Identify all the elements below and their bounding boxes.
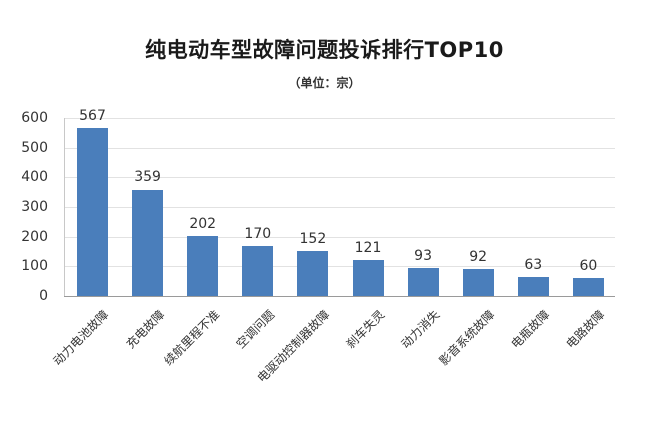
bar: [407, 268, 439, 296]
bar-value-label: 60: [579, 258, 598, 275]
plot-area: [64, 118, 615, 297]
bar: [297, 250, 329, 296]
x-category-label: 电路故障: [563, 307, 608, 352]
bar: [187, 236, 219, 296]
x-category-label: 充电故障: [123, 307, 167, 352]
y-tick-600: 600: [21, 110, 48, 126]
bar-value-label: 359: [134, 169, 161, 186]
bar-value-label: 567: [79, 107, 106, 124]
x-axis-line: [64, 296, 615, 297]
bar: [242, 245, 274, 296]
bar: [462, 268, 494, 296]
gridline-100: [64, 266, 615, 267]
bar-value-label: 121: [354, 240, 382, 257]
y-tick-300: 300: [21, 199, 48, 215]
bar-value-label: 202: [189, 216, 217, 233]
y-axis-line: [64, 118, 65, 296]
bar-value-label: 152: [299, 230, 327, 247]
gridline-600: [64, 118, 615, 119]
bar-value-label: 63: [524, 257, 543, 274]
y-tick-0: 0: [39, 288, 48, 304]
chart-title: 纯电动车型故障问题投诉排行TOP10: [145, 38, 504, 62]
x-category-label: 影音系统故障: [436, 307, 498, 369]
y-tick-400: 400: [21, 169, 48, 185]
y-tick-500: 500: [21, 140, 48, 156]
bar: [517, 277, 549, 296]
y-tick-100: 100: [21, 258, 48, 274]
gridline-200: [64, 237, 615, 238]
gridline-500: [64, 148, 615, 149]
bar-value-label: 93: [414, 248, 432, 265]
bar: [352, 260, 384, 296]
x-category-label: 动力消失: [398, 307, 443, 352]
gridline-300: [64, 207, 615, 208]
x-category-label: 续航里程不准: [161, 307, 223, 369]
x-category-label: 刹车失灵: [343, 307, 388, 352]
bar: [572, 278, 604, 296]
bar-value-label: 170: [244, 225, 272, 242]
chart-subtitle: （单位：宗）: [288, 76, 361, 90]
bar: [77, 127, 108, 296]
gridline-400: [64, 177, 615, 178]
x-category-label: 电瓶故障: [508, 307, 553, 352]
x-category-label: 动力电池故障: [50, 307, 112, 369]
bar-value-label: 92: [469, 248, 488, 265]
bar: [132, 189, 164, 296]
x-category-label: 空调问题: [233, 307, 278, 352]
y-tick-200: 200: [21, 229, 48, 245]
